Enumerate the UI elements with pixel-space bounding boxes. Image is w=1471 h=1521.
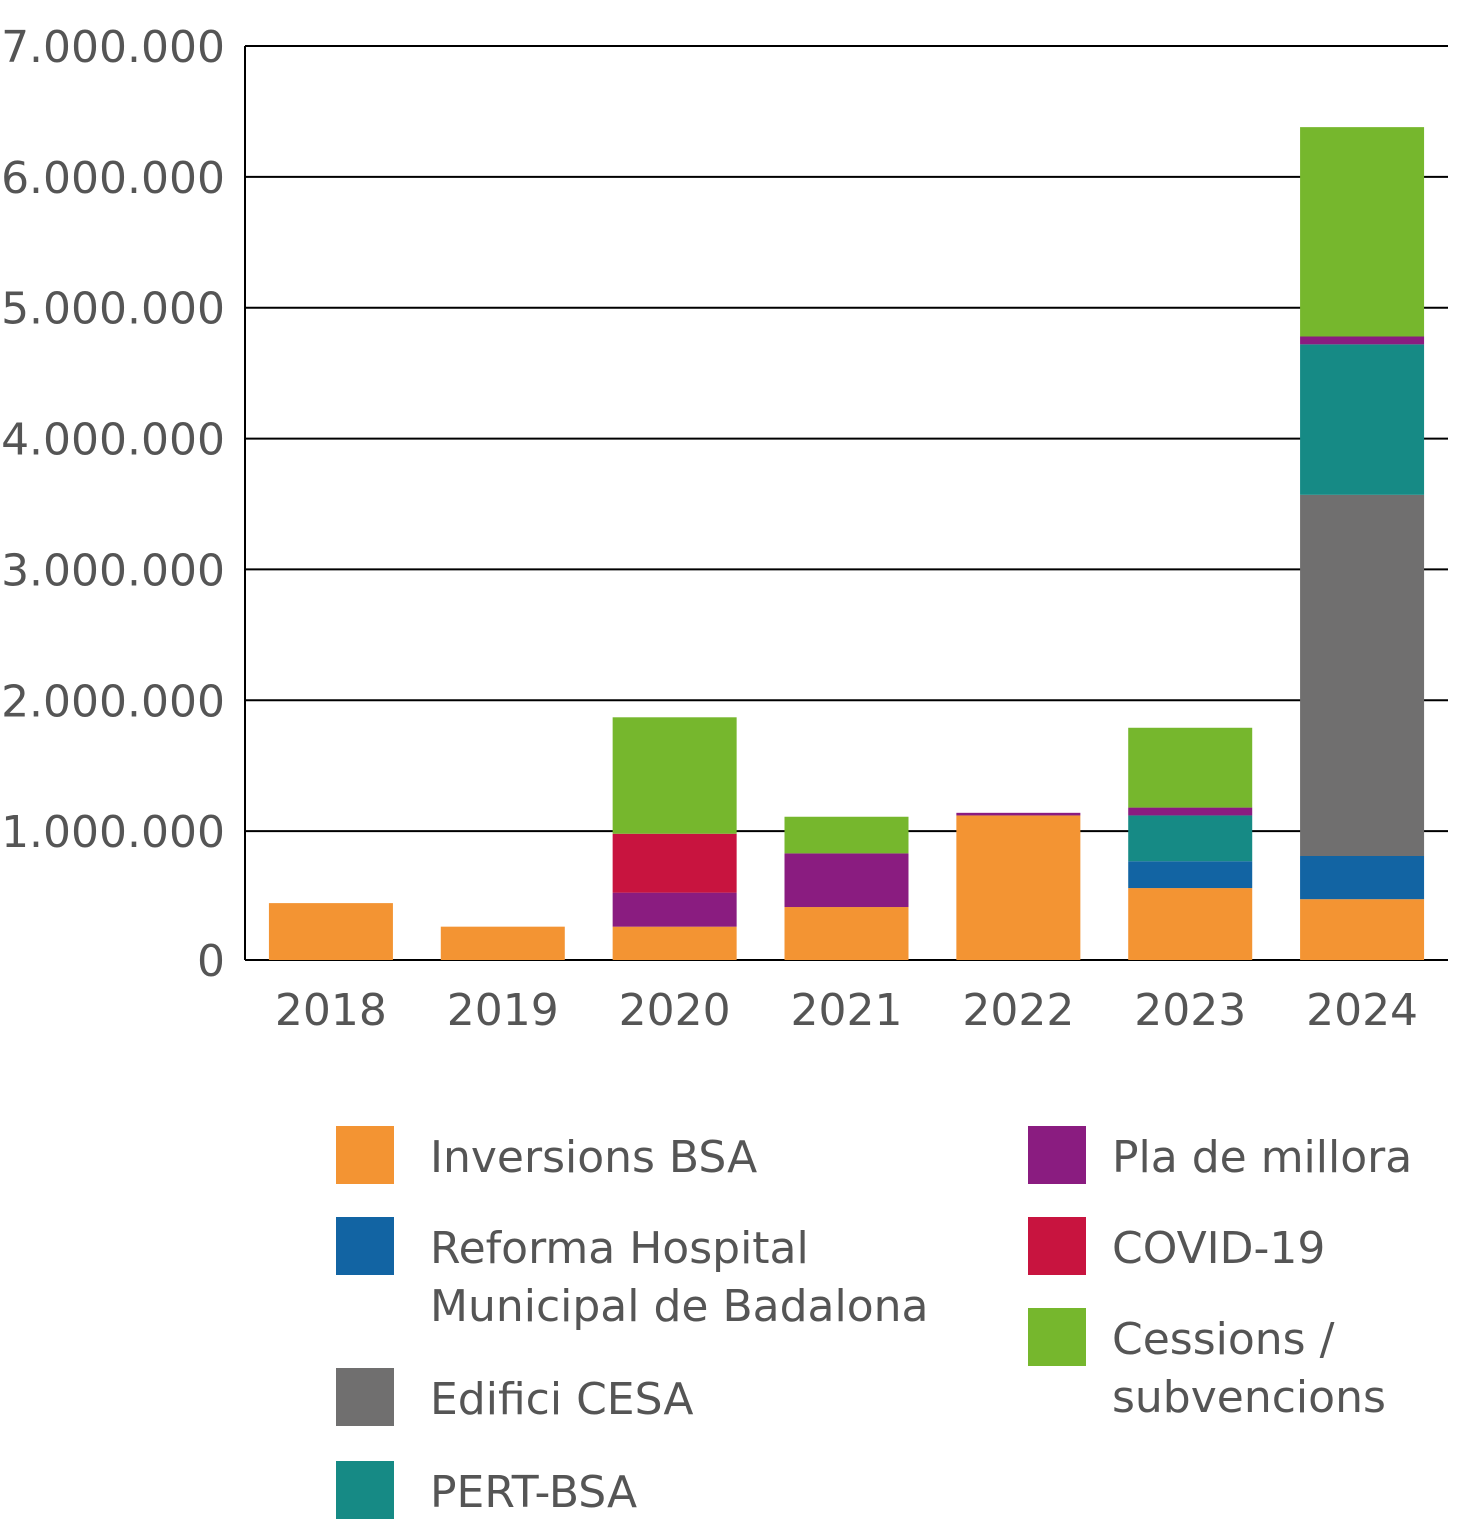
legend-swatch	[1028, 1217, 1086, 1275]
x-tick-label: 2019	[447, 985, 559, 1036]
legend-label: Inversions BSA	[430, 1132, 757, 1183]
bar-segment	[1300, 127, 1425, 337]
x-tick-label: 2021	[791, 985, 903, 1036]
legend-item: Pla de millora	[1028, 1126, 1412, 1184]
legend-label: Edifici CESA	[430, 1374, 693, 1425]
x-tick-label: 2024	[1306, 985, 1418, 1036]
legend-label: subvencions	[1112, 1372, 1386, 1423]
bar-segment	[1128, 807, 1253, 816]
bar-segment	[1128, 888, 1253, 960]
legend-swatch	[1028, 1126, 1086, 1184]
bar-segment	[956, 815, 1081, 960]
legend-label: Reforma Hospital	[430, 1223, 809, 1274]
bar-segment	[784, 816, 909, 854]
legend-label: Pla de millora	[1112, 1132, 1412, 1183]
bar-segment	[1128, 815, 1253, 862]
bar-segment	[440, 926, 565, 960]
bar-segment	[956, 812, 1081, 816]
bar-segment	[1300, 494, 1425, 857]
legend-item: Reforma Hospital Municipal de Badalona	[336, 1217, 929, 1332]
legend-swatch	[336, 1126, 394, 1184]
bar-segment	[1300, 856, 1425, 900]
legend-item: Inversions BSA	[336, 1126, 757, 1184]
bar-segment	[268, 903, 393, 960]
bar-segment	[1300, 899, 1425, 960]
y-tick-label: 5.000.000	[1, 284, 225, 335]
legend-item: Cessions / subvencions	[1028, 1308, 1386, 1423]
x-tick-label: 2020	[619, 985, 731, 1036]
bar-segment	[1128, 727, 1253, 808]
bar-segment	[1128, 861, 1253, 889]
y-tick-label: 4.000.000	[1, 415, 225, 466]
bar-segment	[612, 717, 737, 834]
bars	[268, 127, 1425, 960]
y-tick-label: 2.000.000	[1, 676, 225, 727]
bar-segment	[784, 853, 909, 908]
y-tick-label: 3.000.000	[1, 545, 225, 596]
bar-segment	[612, 833, 737, 893]
y-tick-label: 6.000.000	[1, 153, 225, 204]
bar-segment	[612, 892, 737, 927]
legend-swatch	[336, 1461, 394, 1519]
y-axis-ticks: 0 1.000.000 2.000.000 3.000.000 4.000.000 5.0…	[1, 22, 225, 987]
legend-label: COVID-19	[1112, 1223, 1325, 1274]
y-tick-label: 0	[197, 936, 225, 987]
legend-swatch	[336, 1368, 394, 1426]
legend-label: Municipal de Badalona	[430, 1281, 929, 1332]
bar-segment	[784, 907, 909, 960]
legend-swatch	[1028, 1308, 1086, 1366]
legend-item: PERT-BSA	[336, 1461, 637, 1519]
y-tick-label: 7.000.000	[1, 22, 225, 73]
bar-segment	[1300, 336, 1425, 345]
legend-label: Cessions /	[1112, 1314, 1335, 1365]
gridlines	[244, 45, 1448, 961]
x-tick-label: 2022	[962, 985, 1074, 1036]
x-axis-ticks: 2018 2019 2020 2021 2022 2023 2024	[275, 985, 1418, 1036]
bar-segment	[612, 926, 737, 960]
legend-swatch	[336, 1217, 394, 1275]
legend-item: Edifici CESA	[336, 1368, 693, 1426]
x-tick-label: 2018	[275, 985, 387, 1036]
legend-label: PERT-BSA	[430, 1467, 637, 1518]
x-tick-label: 2023	[1134, 985, 1246, 1036]
bar-segment	[1300, 344, 1425, 495]
legend-item: COVID-19	[1028, 1217, 1325, 1275]
y-tick-label: 1.000.000	[1, 807, 225, 858]
legend: Inversions BSA Reforma Hospital Municipal …	[336, 1126, 1412, 1519]
